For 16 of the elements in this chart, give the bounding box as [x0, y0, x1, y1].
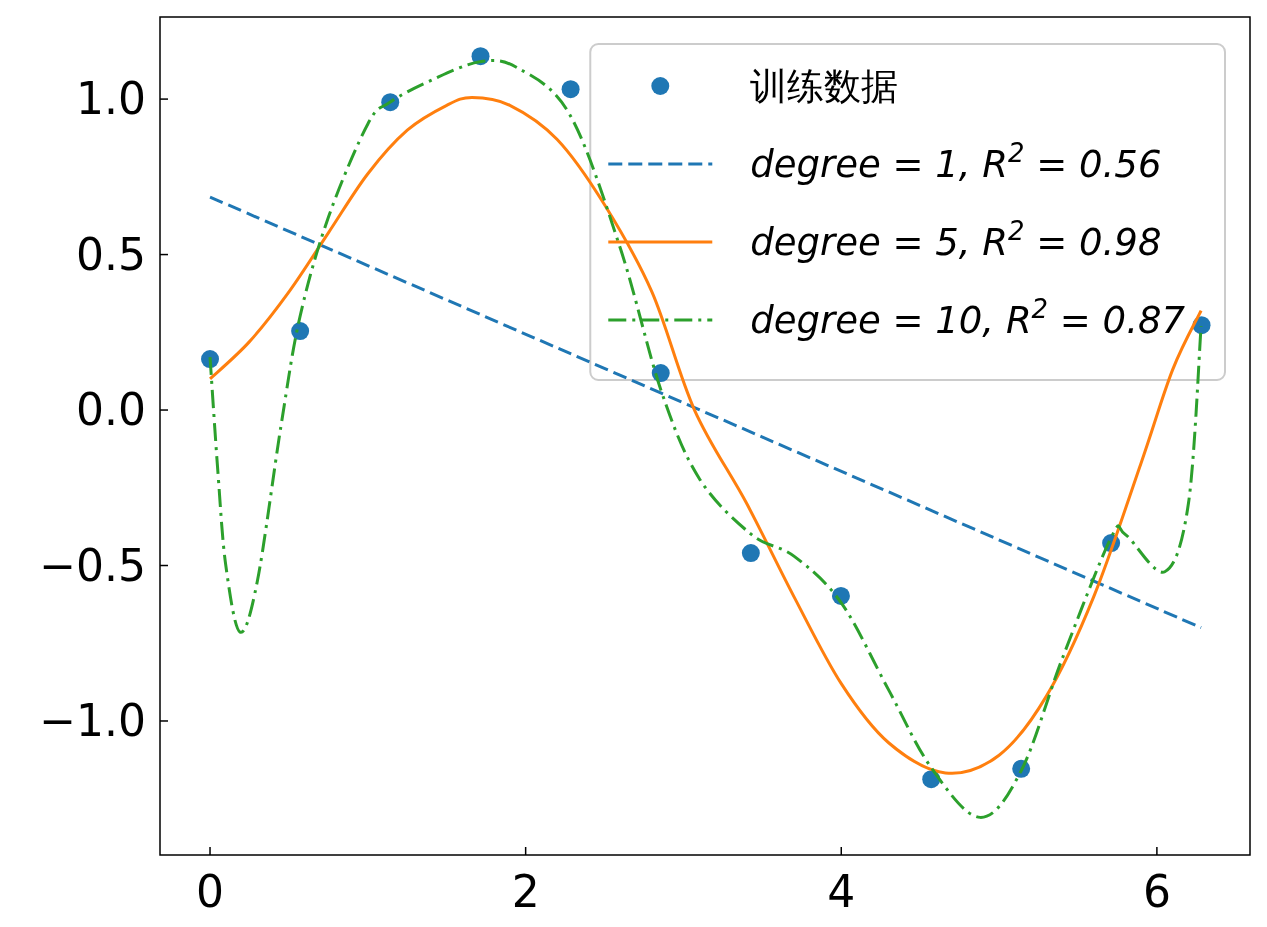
point — [561, 80, 580, 99]
y-tick-label: −0.5 — [39, 539, 146, 591]
y-tick-label: 0.0 — [76, 384, 146, 436]
legend-label: degree = 5, R$^{2}$ = 0.98 — [750, 216, 1162, 264]
legend-label: 训练数据 — [750, 65, 899, 108]
y-tick-label: 0.5 — [76, 228, 146, 280]
legend-label: degree = 10, R$^{2}$ = 0.87 — [750, 294, 1186, 342]
point — [741, 544, 760, 563]
x-tick-label: 2 — [511, 866, 540, 917]
x-tick-label: 0 — [196, 866, 225, 917]
y-tick-label: 1.0 — [76, 73, 146, 125]
point — [291, 322, 310, 341]
legend-label: degree = 1, R$^{2}$ = 0.56 — [750, 138, 1162, 186]
x-tick-label: 6 — [1142, 866, 1171, 917]
y-tick-label: −1.0 — [39, 694, 146, 746]
x-tick-label: 4 — [827, 866, 856, 917]
